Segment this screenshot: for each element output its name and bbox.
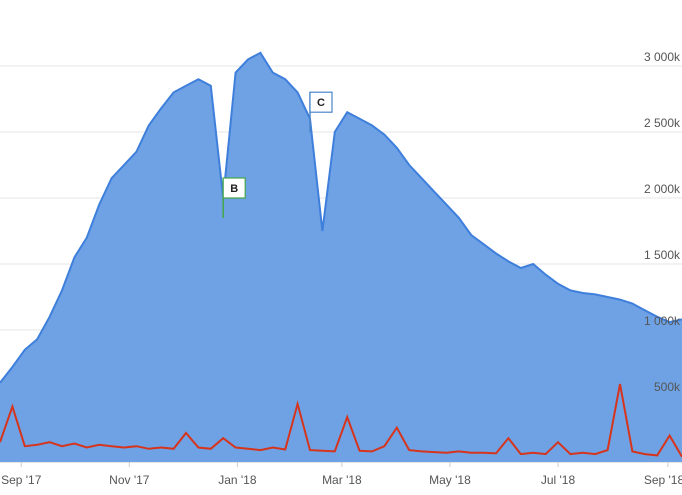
annotation-label: C <box>317 97 325 109</box>
annotation-flag[interactable] <box>222 177 246 199</box>
y-tick-label: 2 000k <box>644 182 681 196</box>
y-tick-label: 2 500k <box>644 116 681 130</box>
y-tick-label: 1 000k <box>644 314 681 328</box>
annotation-label: B <box>230 183 238 195</box>
y-axis-ticks: 500k 1 000k 1 500k 2 000k 2 500k 3 000k <box>644 50 681 394</box>
x-axis-ticks: Sep '17 Nov '17 Jan '18 Mar '18 May '18 Jul '… <box>1 462 682 487</box>
plot-area <box>0 51 682 463</box>
primary-series-line <box>0 51 682 384</box>
x-tick-label: Nov '17 <box>109 473 150 487</box>
y-tick-label: 3 000k <box>644 50 681 64</box>
x-tick-label: May '18 <box>429 473 471 487</box>
x-tick-label: Sep '18 <box>644 473 682 487</box>
annotation-flag[interactable] <box>309 91 333 113</box>
x-tick-label: Sep '17 <box>1 473 42 487</box>
primary-series-area <box>0 52 682 463</box>
y-tick-label: 1 500k <box>644 248 681 262</box>
x-tick-label: Jan '18 <box>218 473 257 487</box>
annotations: BC <box>222 91 333 218</box>
x-tick-label: Jul '18 <box>541 473 576 487</box>
x-tick-label: Mar '18 <box>322 473 362 487</box>
secondary-series-line <box>0 383 682 458</box>
y-tick-label: 500k <box>654 380 681 394</box>
